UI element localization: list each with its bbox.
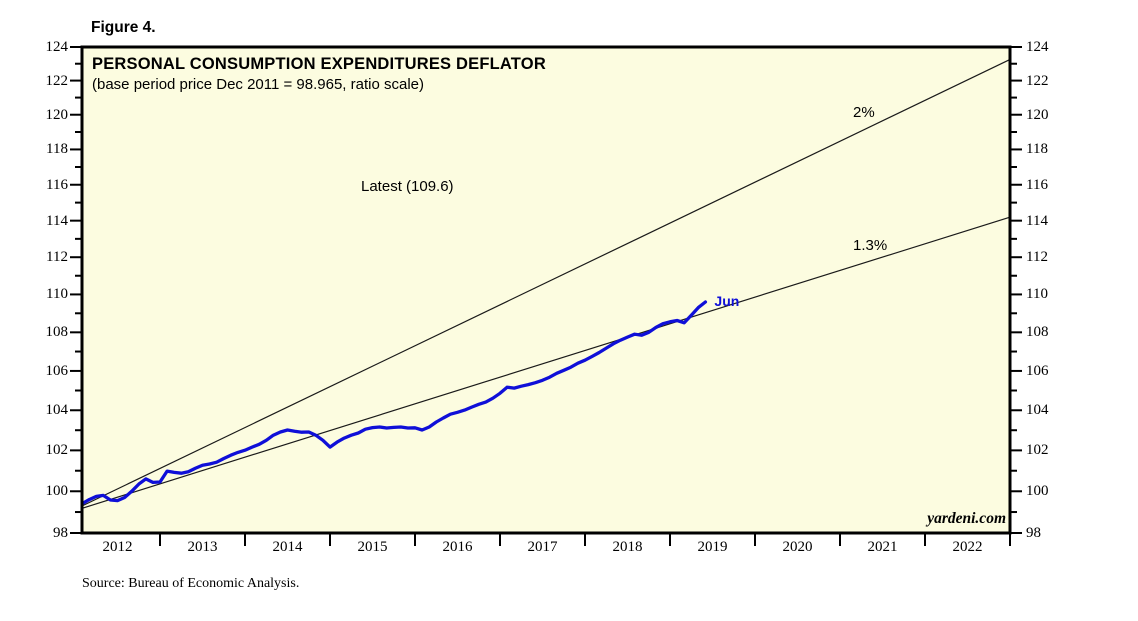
x-axis-year-label: 2014 — [272, 539, 303, 555]
y-axis-label-right: 112 — [1026, 249, 1048, 266]
y-axis-label-right: 110 — [1026, 286, 1048, 303]
watermark: yardeni.com — [927, 510, 1006, 527]
y-axis-label-right: 118 — [1026, 141, 1048, 158]
y-axis-label-left: 118 — [46, 141, 68, 158]
chart-title: PERSONAL CONSUMPTION EXPENDITURES DEFLAT… — [92, 55, 546, 73]
y-axis-label-right: 100 — [1026, 483, 1049, 500]
y-axis-label-right: 106 — [1026, 362, 1049, 379]
x-axis-year-label: 2022 — [952, 539, 983, 555]
y-axis-label-right: 104 — [1026, 402, 1049, 419]
y-axis-label-left: 122 — [45, 72, 69, 89]
source-note: Source: Bureau of Economic Analysis. — [82, 576, 300, 591]
trend-label-1point3pct: 1.3% — [853, 237, 888, 254]
latest-value-annotation: Latest (109.6) — [361, 178, 454, 195]
y-axis-label-right: 124 — [1026, 39, 1049, 55]
x-axis-year-label: 2012 — [102, 539, 133, 555]
trend-line-1.3pct — [83, 216, 1009, 509]
y-axis-label-left: 104 — [45, 402, 69, 419]
x-axis-year-label: 2018 — [612, 539, 643, 555]
trend-label-2pct: 2% — [853, 104, 875, 121]
y-axis-label-left: 98 — [53, 525, 68, 541]
pce-deflator-line — [83, 300, 708, 505]
y-axis-label-right: 122 — [1026, 72, 1049, 89]
y-axis-label-left: 110 — [46, 286, 68, 303]
y-axis-label-right: 116 — [1026, 176, 1048, 193]
y-axis-label-left: 112 — [46, 249, 68, 266]
y-axis-label-left: 116 — [46, 176, 68, 193]
x-axis-year-label: 2017 — [527, 539, 558, 555]
y-axis-label-left: 106 — [45, 362, 69, 379]
y-axis-label-right: 102 — [1026, 442, 1049, 459]
x-axis-year-label: 2020 — [782, 539, 813, 555]
figure-label: Figure 4. — [91, 19, 156, 36]
y-axis-label-left: 100 — [45, 483, 69, 500]
y-axis-label-left: 102 — [45, 442, 69, 459]
y-axis-label-right: 98 — [1026, 525, 1041, 541]
y-axis-label-right: 108 — [1026, 324, 1049, 341]
last-point-label: Jun — [714, 292, 740, 309]
y-axis-label-right: 114 — [1026, 212, 1048, 229]
y-axis-label-left: 120 — [45, 106, 69, 123]
y-axis-label-left: 108 — [45, 324, 69, 341]
chart-subtitle: (base period price Dec 2011 = 98.965, ra… — [92, 76, 424, 93]
y-axis-label-left: 124 — [45, 39, 69, 55]
y-axis-label-right: 120 — [1026, 106, 1049, 123]
x-axis-year-label: 2021 — [867, 539, 898, 555]
x-axis-year-label: 2019 — [697, 539, 728, 555]
y-axis-label-left: 114 — [46, 212, 68, 229]
x-axis-year-label: 2013 — [187, 539, 218, 555]
x-axis-year-label: 2015 — [357, 539, 388, 555]
x-axis-year-label: 2016 — [442, 539, 473, 555]
trend-line-2pct — [83, 59, 1009, 506]
